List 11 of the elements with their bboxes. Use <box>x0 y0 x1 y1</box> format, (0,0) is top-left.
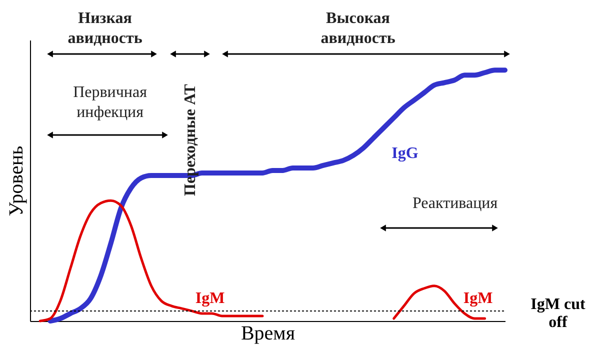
annotation: Реактивация <box>412 195 498 212</box>
annotation: Первичная инфекция <box>73 84 148 121</box>
series-label: IgG <box>392 145 419 162</box>
series-label: IgM <box>195 290 225 307</box>
y-axis-title: Уровень <box>6 146 28 216</box>
ref-line-label: IgM cut off <box>530 296 586 331</box>
series-label: IgM <box>463 290 493 307</box>
x-axis-title: Время <box>240 322 296 344</box>
text: Высокая авидность <box>320 10 396 47</box>
text: Низкая авидность <box>68 10 143 47</box>
annotation: Переходные АТ <box>182 84 199 196</box>
